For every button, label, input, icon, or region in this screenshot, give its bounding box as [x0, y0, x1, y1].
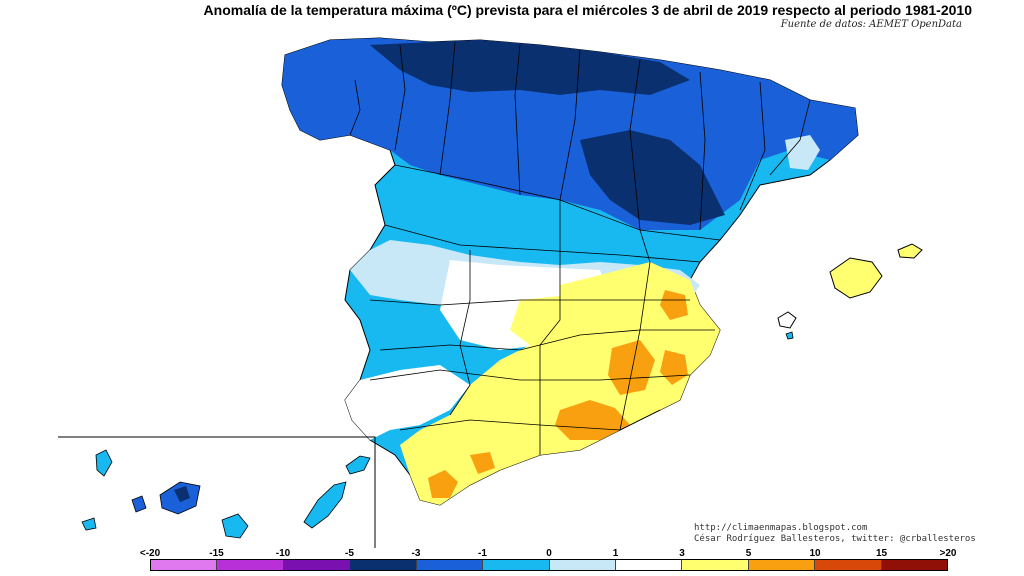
legend-swatch — [682, 560, 749, 570]
legend-tick-label: 5 — [745, 548, 752, 559]
legend-swatch — [416, 560, 484, 570]
map-title: Anomalía de la temperatura máxima (ºC) p… — [203, 2, 972, 18]
peninsula — [281, 37, 859, 506]
canary-islands-inset — [58, 436, 376, 548]
legend-swatch — [815, 560, 882, 570]
legend-tick-label: 0 — [546, 548, 552, 559]
legend-tick-label: >20 — [939, 548, 957, 559]
blog-link[interactable]: http://climaenmapas.blogspot.com — [694, 523, 868, 533]
legend-swatch — [615, 560, 683, 570]
legend-swatch — [350, 560, 417, 570]
legend-tick-label: -5 — [345, 548, 354, 559]
legend-tick-label: -15 — [209, 548, 224, 559]
legend-tick-label: -1 — [478, 548, 487, 559]
legend-tick-label: 10 — [809, 548, 821, 559]
province-borders — [349, 41, 811, 455]
legend-swatch — [549, 560, 616, 570]
legend-tick-label: <-20 — [139, 548, 161, 559]
legend-swatch — [283, 560, 351, 570]
legend-tick-label: -3 — [411, 548, 421, 559]
data-source: Fuente de datos: AEMET OpenData — [780, 19, 962, 30]
legend-tick-label: 15 — [875, 548, 888, 559]
legend-swatch — [881, 560, 948, 570]
legend-tick-label: 1 — [612, 548, 619, 559]
legend-swatch — [748, 560, 816, 570]
credits: http://climaenmapas.blogspot.com César R… — [694, 523, 976, 545]
color-legend — [150, 559, 948, 571]
author-credit: César Rodríguez Ballesteros, twitter: @c… — [694, 534, 976, 544]
legend-tick-label: -10 — [275, 548, 291, 559]
legend-labels: <-20 -15 -10 -5 -3 -1 0 1 3 5 10 15 >20 — [0, 548, 1024, 560]
legend-swatch — [151, 560, 218, 570]
balearic-islands — [777, 243, 923, 340]
legend-swatch — [217, 560, 284, 570]
legend-swatch — [483, 560, 550, 570]
legend-tick-label: 3 — [679, 548, 685, 559]
